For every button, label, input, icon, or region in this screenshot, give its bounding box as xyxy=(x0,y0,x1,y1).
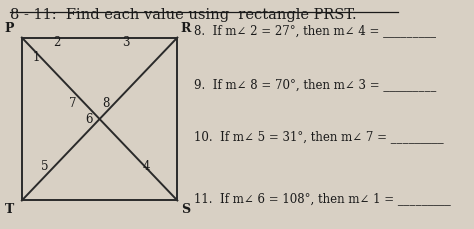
Text: 2: 2 xyxy=(53,35,60,49)
Text: 5: 5 xyxy=(41,160,48,173)
Text: 9.  If m∠ 8 = 70°, then m∠ 3 = _________: 9. If m∠ 8 = 70°, then m∠ 3 = _________ xyxy=(194,79,436,92)
Text: 10.  If m∠ 5 = 31°, then m∠ 7 = _________: 10. If m∠ 5 = 31°, then m∠ 7 = _________ xyxy=(194,131,443,144)
Text: 3: 3 xyxy=(122,35,130,49)
Text: 11.  If m∠ 6 = 108°, then m∠ 1 = _________: 11. If m∠ 6 = 108°, then m∠ 1 = ________… xyxy=(194,192,450,205)
Text: 8: 8 xyxy=(102,97,109,110)
Text: P: P xyxy=(5,22,14,35)
Text: R: R xyxy=(180,22,191,35)
Text: 1: 1 xyxy=(33,52,40,64)
Text: 6: 6 xyxy=(86,112,93,125)
Text: 8.  If m∠ 2 = 27°, then m∠ 4 = _________: 8. If m∠ 2 = 27°, then m∠ 4 = _________ xyxy=(194,24,436,37)
Text: S: S xyxy=(181,203,190,216)
Text: 8 - 11:  Find each value using  rectangle PRST.: 8 - 11: Find each value using rectangle … xyxy=(9,8,356,22)
Text: 7: 7 xyxy=(69,97,77,110)
Text: 4: 4 xyxy=(143,160,150,173)
Text: T: T xyxy=(5,203,14,216)
